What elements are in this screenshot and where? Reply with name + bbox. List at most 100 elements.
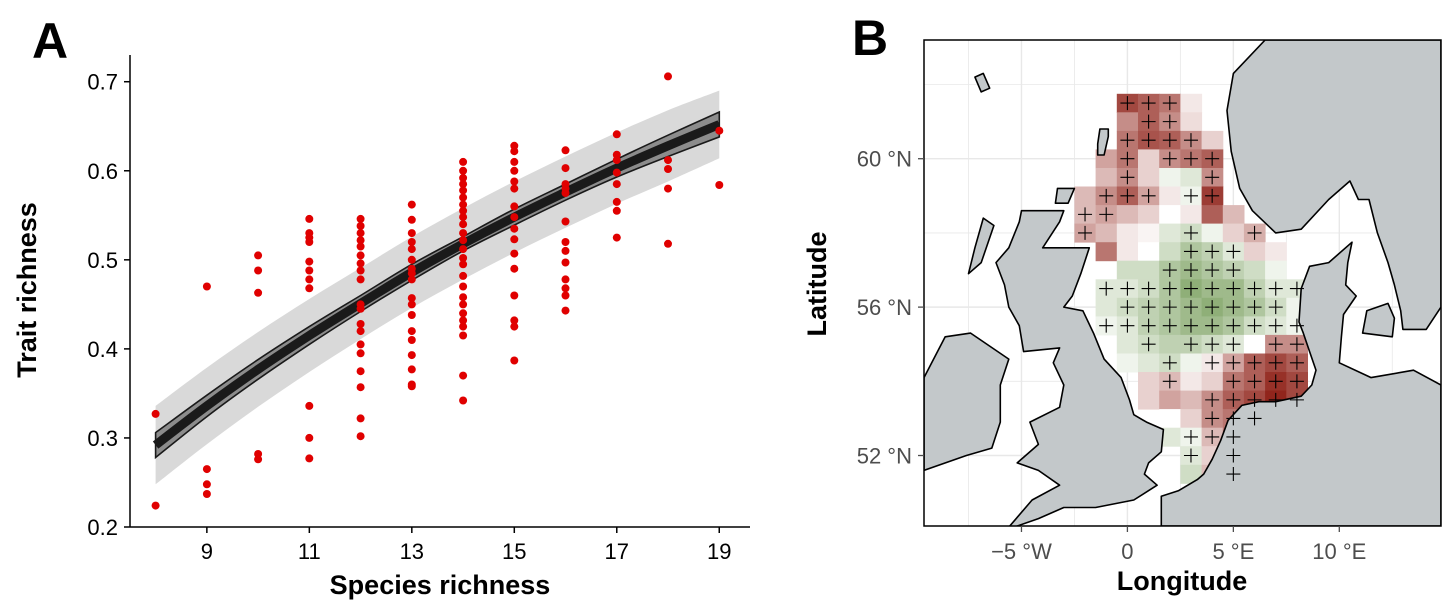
a-x-tick-label: 15 [502,539,526,564]
significance-plus-marker [1183,244,1198,259]
a-data-point [459,271,468,280]
heat-cell [1180,390,1203,410]
significance-plus-marker [1141,133,1156,148]
significance-plus-marker [1268,337,1283,352]
a-data-point [510,224,519,233]
significance-plus-marker [1162,374,1177,389]
significance-plus-marker [1078,207,1093,222]
heat-cell [1159,242,1181,262]
a-fit-line [152,120,721,449]
significance-plus-marker [1268,281,1283,296]
a-data-point [305,214,314,223]
land-faroe-patch [974,72,991,93]
heat-cell [1201,372,1224,391]
a-data-point [459,254,468,262]
a-data-point [356,214,365,223]
heat-cell [1201,205,1224,225]
b-y-tick-label: 60 °N [857,147,912,172]
significance-plus-marker [1120,300,1135,315]
heat-cell [1138,223,1160,243]
a-data-point [254,455,263,464]
significance-plus-marker [1226,318,1241,333]
heat-cell [1116,353,1139,373]
significance-plus-marker [1183,337,1198,352]
land-orkney [1054,187,1076,204]
significance-plus-marker [1205,355,1220,370]
a-data-point [202,282,211,291]
a-data-point [510,213,519,222]
heat-cell [1265,260,1287,280]
land-norway [1226,40,1441,331]
a-data-point [407,229,416,238]
significance-plus-marker [1247,411,1262,426]
a-data-point [305,238,314,246]
a-data-point [459,200,468,209]
a-x-tick-label: 11 [298,539,321,564]
significance-plus-marker [1162,355,1177,370]
a-data-point [510,202,519,211]
a-data-points [151,72,724,510]
a-data-point [459,157,468,166]
b-x-axis-title: Longitude [1117,566,1247,596]
a-data-point [561,164,570,173]
a-data-point [305,275,314,284]
a-data-point [664,184,672,193]
significance-plus-marker [1183,151,1198,166]
heat-cell [1159,205,1181,225]
heat-cell [1159,168,1181,187]
a-data-point [407,336,416,344]
a-data-point [356,304,365,313]
heat-cell [1116,242,1139,262]
a-data-point [459,282,468,291]
heat-cell [1159,186,1181,206]
b-x-tick-label: 5 °E [1212,539,1254,564]
a-data-point [459,245,468,254]
significance-plus-marker [1289,281,1304,296]
a-data-point [356,266,365,275]
a-data-point [407,300,416,309]
significance-plus-marker [1205,337,1220,352]
a-data-point [356,327,365,336]
a-data-point [510,322,519,331]
a-axes [124,55,750,533]
a-data-point [459,236,468,245]
heat-cell [1201,223,1224,243]
a-data-point [459,300,468,309]
significance-plus-marker [1205,300,1220,315]
a-data-point [715,181,724,189]
heat-cell [1116,334,1139,354]
heat-cell [1095,297,1118,317]
a-data-point [459,220,468,229]
significance-plus-marker [1162,151,1177,166]
significance-plus-marker [1247,300,1262,315]
a-data-point [356,349,365,358]
a-data-point [407,365,416,374]
significance-plus-marker [1099,318,1114,333]
panel-a-letter: A [32,13,68,69]
a-data-point [561,246,570,255]
a-data-point [510,147,519,156]
b-y-tick-label: 52 °N [857,444,912,469]
a-x-axis-title: Species richness [330,570,551,600]
significance-plus-marker [1099,207,1114,222]
a-data-point [459,193,468,202]
significance-plus-marker [1268,374,1283,389]
a-data-point [664,72,672,81]
a-data-point [305,433,314,442]
significance-plus-marker [1120,170,1135,185]
significance-plus-marker [1141,337,1156,352]
a-data-point [664,239,672,248]
heat-cell [1201,130,1224,150]
a-y-tick-label: 0.6 [87,159,118,184]
a-data-point [305,284,314,293]
a-data-point [151,501,160,510]
significance-plus-marker [1226,411,1241,426]
a-data-point [510,157,519,166]
a-data-point [459,396,468,405]
heat-cell [1138,372,1160,391]
a-data-point [510,235,519,244]
a-data-point [561,306,570,315]
a-y-axis-title: Trait richness [12,202,42,378]
heat-cell [1138,260,1160,280]
significance-plus-marker [1226,374,1241,389]
